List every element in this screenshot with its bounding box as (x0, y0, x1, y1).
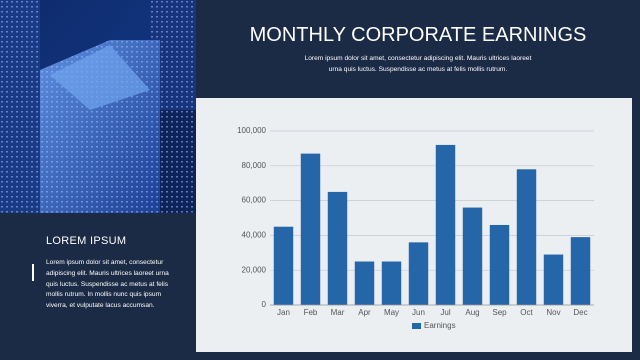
subtitle: Lorem ipsum dolor sit amet, consectetur … (304, 55, 532, 73)
bar (543, 254, 564, 305)
chart-background (196, 98, 632, 352)
x-tick-label: Feb (304, 308, 318, 317)
bar (489, 224, 510, 305)
x-tick-label: Jan (277, 308, 290, 317)
x-tick-label: Aug (465, 308, 479, 317)
title: MONTHLY CORPORATE EARNINGS (249, 24, 587, 46)
x-tick-label: Nov (546, 308, 560, 317)
side-panel: LOREM IPSUM Lorem ipsum dolor sit amet, … (0, 213, 196, 360)
x-tick-label: May (384, 308, 399, 317)
bar (516, 169, 537, 305)
legend-swatch (412, 323, 421, 329)
bar (354, 261, 375, 305)
legend-label: Earnings (424, 321, 456, 330)
bar (570, 237, 591, 305)
side-heading: LOREM IPSUM (46, 235, 127, 247)
chart: 0 20,000 40,000 60,000 80,000 100,000 Jan Feb Ma… (196, 98, 632, 352)
x-tick-label: Sep (492, 308, 507, 317)
x-tick-label: Mar (331, 308, 345, 317)
x-tick-label: Jun (412, 308, 425, 317)
x-tick-label: Jul (440, 308, 450, 317)
bar (381, 261, 402, 305)
y-tick-label: 100,000 (237, 126, 266, 135)
y-tick-label: 20,000 (242, 265, 267, 274)
accent-bar (32, 264, 34, 281)
bar (408, 242, 429, 305)
x-tick-label: Oct (520, 308, 533, 317)
bar (327, 191, 348, 305)
bar (435, 144, 456, 305)
y-tick-label: 0 (262, 300, 267, 309)
x-tick-label: Dec (573, 308, 587, 317)
y-tick-label: 80,000 (242, 161, 267, 170)
y-tick-label: 40,000 (242, 231, 267, 240)
city-photo (0, 0, 196, 213)
bar (273, 226, 294, 305)
bar (462, 207, 483, 305)
side-body: Lorem ipsum dolor sit amet, consectetur … (46, 259, 169, 310)
x-tick-label: Apr (358, 308, 371, 317)
bar (300, 153, 321, 305)
y-tick-label: 60,000 (242, 196, 267, 205)
